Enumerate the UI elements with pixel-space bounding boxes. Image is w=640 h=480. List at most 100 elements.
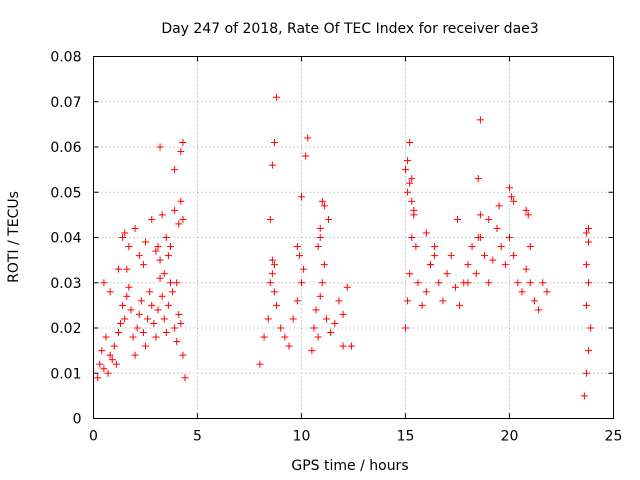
data-point: [123, 292, 131, 300]
data-point: [146, 288, 154, 296]
data-point: [524, 211, 532, 219]
data-point: [158, 211, 166, 219]
data-point: [451, 283, 459, 291]
data-point: [318, 197, 326, 205]
data-point: [298, 193, 305, 201]
data-point: [308, 347, 316, 355]
data-point: [506, 184, 513, 192]
data-point: [175, 310, 183, 318]
data-point: [402, 166, 409, 174]
data-point: [158, 292, 166, 300]
data-point: [431, 252, 439, 260]
data-point: [325, 215, 333, 223]
y-axis-label: ROTI / TECUs: [6, 191, 22, 283]
data-point: [123, 265, 131, 273]
data-point: [164, 301, 172, 309]
data-point: [472, 270, 480, 278]
data-point: [435, 279, 443, 287]
data-point: [431, 243, 439, 251]
data-point: [171, 206, 179, 214]
data-point: [114, 329, 122, 337]
data-point: [426, 261, 434, 269]
data-point: [264, 315, 272, 323]
data-point: [125, 283, 133, 291]
data-point: [144, 315, 152, 323]
x-tick-label: 5: [193, 429, 202, 445]
data-point: [142, 238, 149, 246]
data-point: [133, 324, 141, 332]
data-point: [171, 324, 179, 332]
data-point: [408, 197, 416, 205]
data-point: [485, 215, 493, 223]
data-point: [335, 297, 343, 305]
data-point: [266, 279, 274, 287]
y-tick-label: 0.08: [50, 50, 81, 66]
data-point: [298, 279, 305, 287]
data-point: [268, 161, 276, 169]
data-point: [585, 279, 593, 287]
data-point: [96, 360, 104, 368]
data-point: [125, 243, 133, 251]
data-point: [314, 243, 322, 251]
data-point: [281, 333, 289, 341]
data-point: [295, 252, 303, 260]
data-point: [331, 319, 339, 327]
data-point: [142, 342, 149, 350]
data-point: [412, 243, 420, 251]
data-point: [510, 197, 518, 205]
y-tick-label: 0.06: [50, 140, 81, 156]
data-point: [285, 342, 293, 350]
data-point: [530, 297, 538, 305]
data-point: [148, 215, 156, 223]
data-point: [108, 356, 116, 364]
data-point: [410, 206, 418, 214]
data-point: [270, 261, 278, 269]
data-point: [112, 360, 120, 368]
data-point: [456, 301, 464, 309]
data-point: [343, 283, 351, 291]
y-tick-label: 0.07: [50, 95, 81, 111]
data-point: [439, 297, 447, 305]
data-point: [110, 342, 118, 350]
data-point: [177, 197, 185, 205]
data-point: [543, 288, 551, 296]
data-point: [493, 224, 501, 232]
data-point: [106, 351, 114, 359]
data-point: [485, 279, 493, 287]
data-point: [464, 261, 472, 269]
data-point: [404, 188, 412, 196]
data-point: [270, 138, 278, 146]
data-point: [522, 206, 530, 214]
data-point: [177, 148, 185, 156]
data-point: [293, 243, 301, 251]
data-point: [135, 252, 143, 260]
data-point: [179, 215, 187, 223]
data-point: [327, 329, 335, 337]
data-point: [539, 279, 547, 287]
data-point: [119, 234, 127, 241]
data-point: [154, 243, 162, 251]
data-point: [104, 369, 112, 377]
data-point: [94, 374, 102, 382]
data-point: [164, 252, 172, 260]
data-point: [489, 256, 497, 264]
data-point: [173, 279, 181, 287]
y-tick-label: 0.04: [50, 231, 81, 247]
data-point: [518, 288, 526, 296]
y-tick-label: 0: [73, 412, 82, 428]
data-point: [443, 270, 451, 278]
data-point: [273, 301, 281, 309]
data-point: [117, 319, 125, 327]
data-point: [522, 265, 530, 273]
data-point: [121, 229, 129, 237]
data-point: [408, 234, 416, 241]
data-point: [582, 261, 590, 269]
data-point: [497, 243, 505, 251]
data-point: [585, 224, 593, 232]
data-point: [98, 347, 106, 355]
data-point: [152, 333, 160, 341]
data-point: [131, 351, 139, 359]
chart-title: Day 247 of 2018, Rate Of TEC Index for r…: [161, 21, 538, 37]
data-point: [404, 157, 412, 165]
data-point: [312, 306, 320, 314]
